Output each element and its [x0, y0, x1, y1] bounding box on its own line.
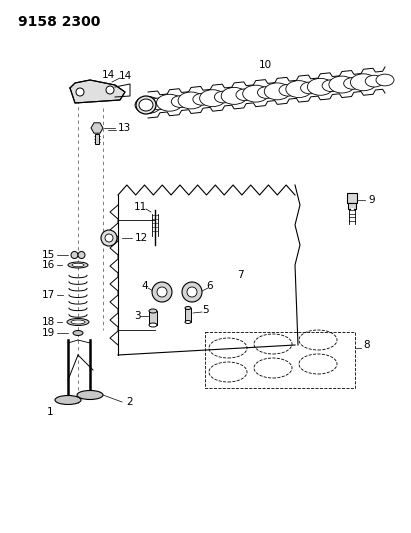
- Text: 14: 14: [102, 70, 115, 80]
- Circle shape: [101, 230, 117, 246]
- Text: 5: 5: [202, 305, 208, 315]
- Circle shape: [157, 287, 167, 297]
- Text: 16: 16: [42, 260, 55, 270]
- Ellipse shape: [365, 75, 383, 87]
- Circle shape: [105, 234, 113, 242]
- Ellipse shape: [329, 76, 355, 93]
- Ellipse shape: [215, 91, 232, 103]
- Ellipse shape: [72, 263, 84, 266]
- Ellipse shape: [243, 85, 269, 102]
- Text: 2: 2: [127, 397, 133, 407]
- Polygon shape: [91, 123, 103, 133]
- Ellipse shape: [300, 82, 319, 94]
- Bar: [95, 134, 99, 144]
- Ellipse shape: [264, 83, 290, 100]
- Text: 19: 19: [42, 328, 55, 338]
- Circle shape: [71, 252, 78, 259]
- Ellipse shape: [185, 320, 191, 324]
- Ellipse shape: [376, 74, 394, 86]
- Ellipse shape: [351, 74, 376, 91]
- Ellipse shape: [73, 330, 83, 335]
- Text: 12: 12: [135, 233, 148, 243]
- Text: 9: 9: [368, 195, 374, 205]
- Circle shape: [76, 88, 84, 96]
- Text: 6: 6: [207, 281, 213, 291]
- Bar: [149, 311, 157, 325]
- Text: 4: 4: [142, 281, 148, 291]
- Bar: [185, 308, 191, 322]
- Ellipse shape: [68, 262, 88, 268]
- Text: 8: 8: [363, 340, 369, 350]
- Text: 9158 2300: 9158 2300: [18, 15, 100, 29]
- Ellipse shape: [193, 93, 211, 105]
- Ellipse shape: [344, 78, 362, 89]
- Circle shape: [78, 252, 85, 259]
- Ellipse shape: [77, 391, 103, 400]
- Ellipse shape: [178, 92, 204, 109]
- Ellipse shape: [149, 323, 157, 327]
- Ellipse shape: [185, 306, 191, 310]
- Ellipse shape: [149, 309, 157, 313]
- Text: 7: 7: [237, 270, 243, 280]
- Ellipse shape: [139, 99, 153, 111]
- Bar: [348, 203, 356, 209]
- Circle shape: [182, 282, 202, 302]
- Circle shape: [187, 287, 197, 297]
- Ellipse shape: [55, 395, 81, 405]
- Ellipse shape: [150, 98, 168, 110]
- Text: 15: 15: [42, 250, 55, 260]
- Ellipse shape: [200, 90, 226, 107]
- Circle shape: [106, 86, 114, 94]
- Text: 10: 10: [259, 60, 272, 70]
- Ellipse shape: [307, 78, 333, 95]
- Ellipse shape: [286, 80, 312, 98]
- Text: 1: 1: [47, 407, 53, 417]
- Ellipse shape: [221, 87, 247, 104]
- Text: 18: 18: [42, 317, 55, 327]
- Ellipse shape: [279, 84, 297, 96]
- Ellipse shape: [67, 319, 89, 326]
- Ellipse shape: [258, 87, 275, 99]
- Text: 14: 14: [118, 71, 132, 81]
- Text: 3: 3: [134, 311, 140, 321]
- Text: 17: 17: [42, 290, 55, 300]
- Ellipse shape: [171, 96, 189, 108]
- Ellipse shape: [322, 80, 340, 92]
- Ellipse shape: [71, 320, 85, 324]
- Text: 11: 11: [134, 202, 147, 212]
- Ellipse shape: [136, 96, 156, 114]
- Ellipse shape: [135, 96, 161, 114]
- Circle shape: [152, 282, 172, 302]
- Bar: [347, 193, 357, 203]
- Polygon shape: [70, 80, 125, 103]
- Ellipse shape: [157, 94, 182, 111]
- Text: 13: 13: [118, 123, 131, 133]
- Ellipse shape: [236, 89, 254, 101]
